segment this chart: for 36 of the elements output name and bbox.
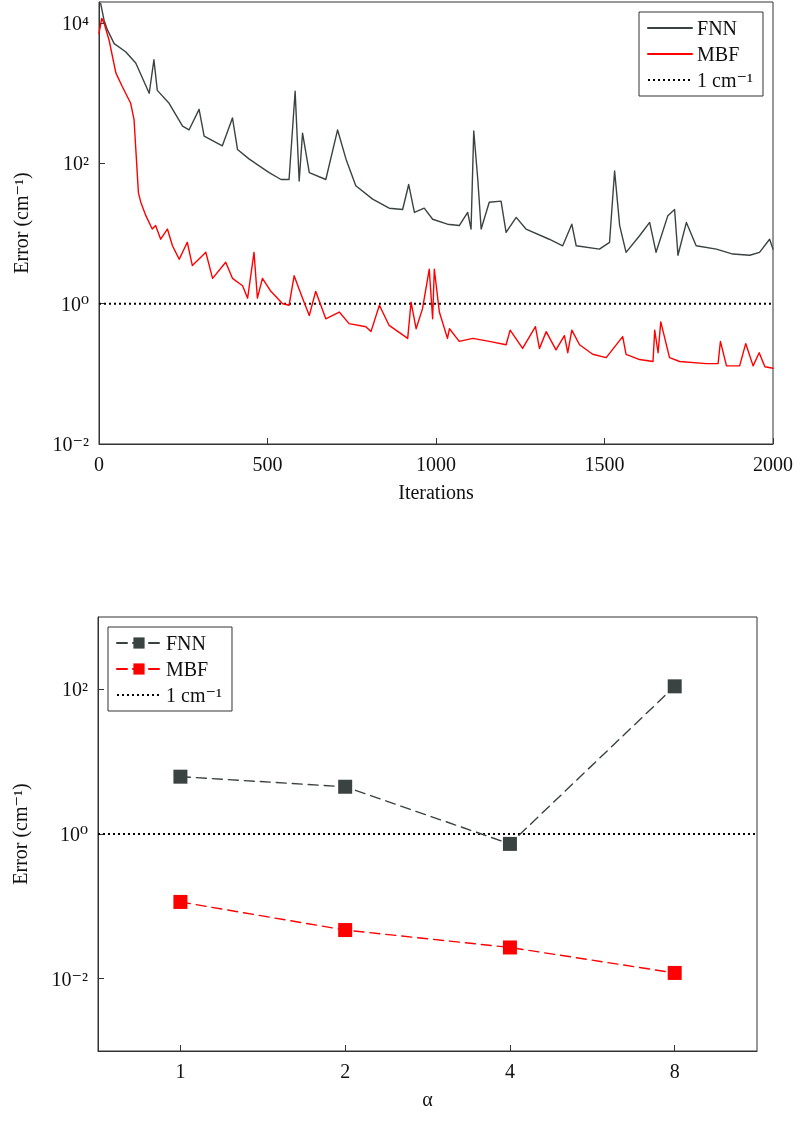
point (338, 923, 353, 938)
legend-label: FNN (697, 17, 738, 39)
x-tick-label: 1500 (584, 453, 625, 475)
legend-label: MBF (166, 658, 209, 680)
point (173, 769, 188, 784)
point (502, 940, 517, 955)
x-tick-label: 8 (669, 1060, 680, 1082)
x-axis-title: α (422, 1088, 434, 1110)
y-tick-label: 10² (62, 678, 88, 701)
y-axis-title: Error (cm⁻¹) (9, 783, 32, 885)
x-axis-title: Iterations (398, 481, 474, 503)
line-series (98, 17, 774, 369)
y-tick-label: 10⁰ (60, 292, 89, 315)
point (173, 894, 188, 909)
point (338, 779, 353, 794)
point (667, 965, 682, 980)
x-tick-label: 500 (252, 453, 283, 475)
x-tick-label: 2000 (753, 453, 793, 475)
x-tick-label: 2 (340, 1060, 351, 1082)
legend-label: FNN (166, 632, 207, 654)
x-tick-label: 1000 (416, 453, 456, 475)
point (502, 836, 517, 851)
y-tick-label: 10⁰ (59, 823, 88, 845)
legend-label: MBF (697, 43, 740, 65)
x-tick-label: 4 (504, 1060, 515, 1082)
legend-label: 1 cm⁻¹ (697, 69, 754, 91)
x-tick-label: 1 (175, 1060, 186, 1082)
y-axis-title: Error (cm⁻¹) (10, 172, 33, 274)
x-tick-label: 0 (94, 453, 104, 475)
y-tick-label: 10² (63, 152, 89, 175)
y-tick-label: 10⁴ (62, 12, 90, 35)
line-series (99, 2, 774, 256)
legend-label: 1 cm⁻¹ (166, 684, 222, 706)
point (667, 679, 682, 694)
y-tick-label: 10⁻² (52, 433, 89, 455)
y-tick-label: 10⁻² (51, 967, 88, 990)
